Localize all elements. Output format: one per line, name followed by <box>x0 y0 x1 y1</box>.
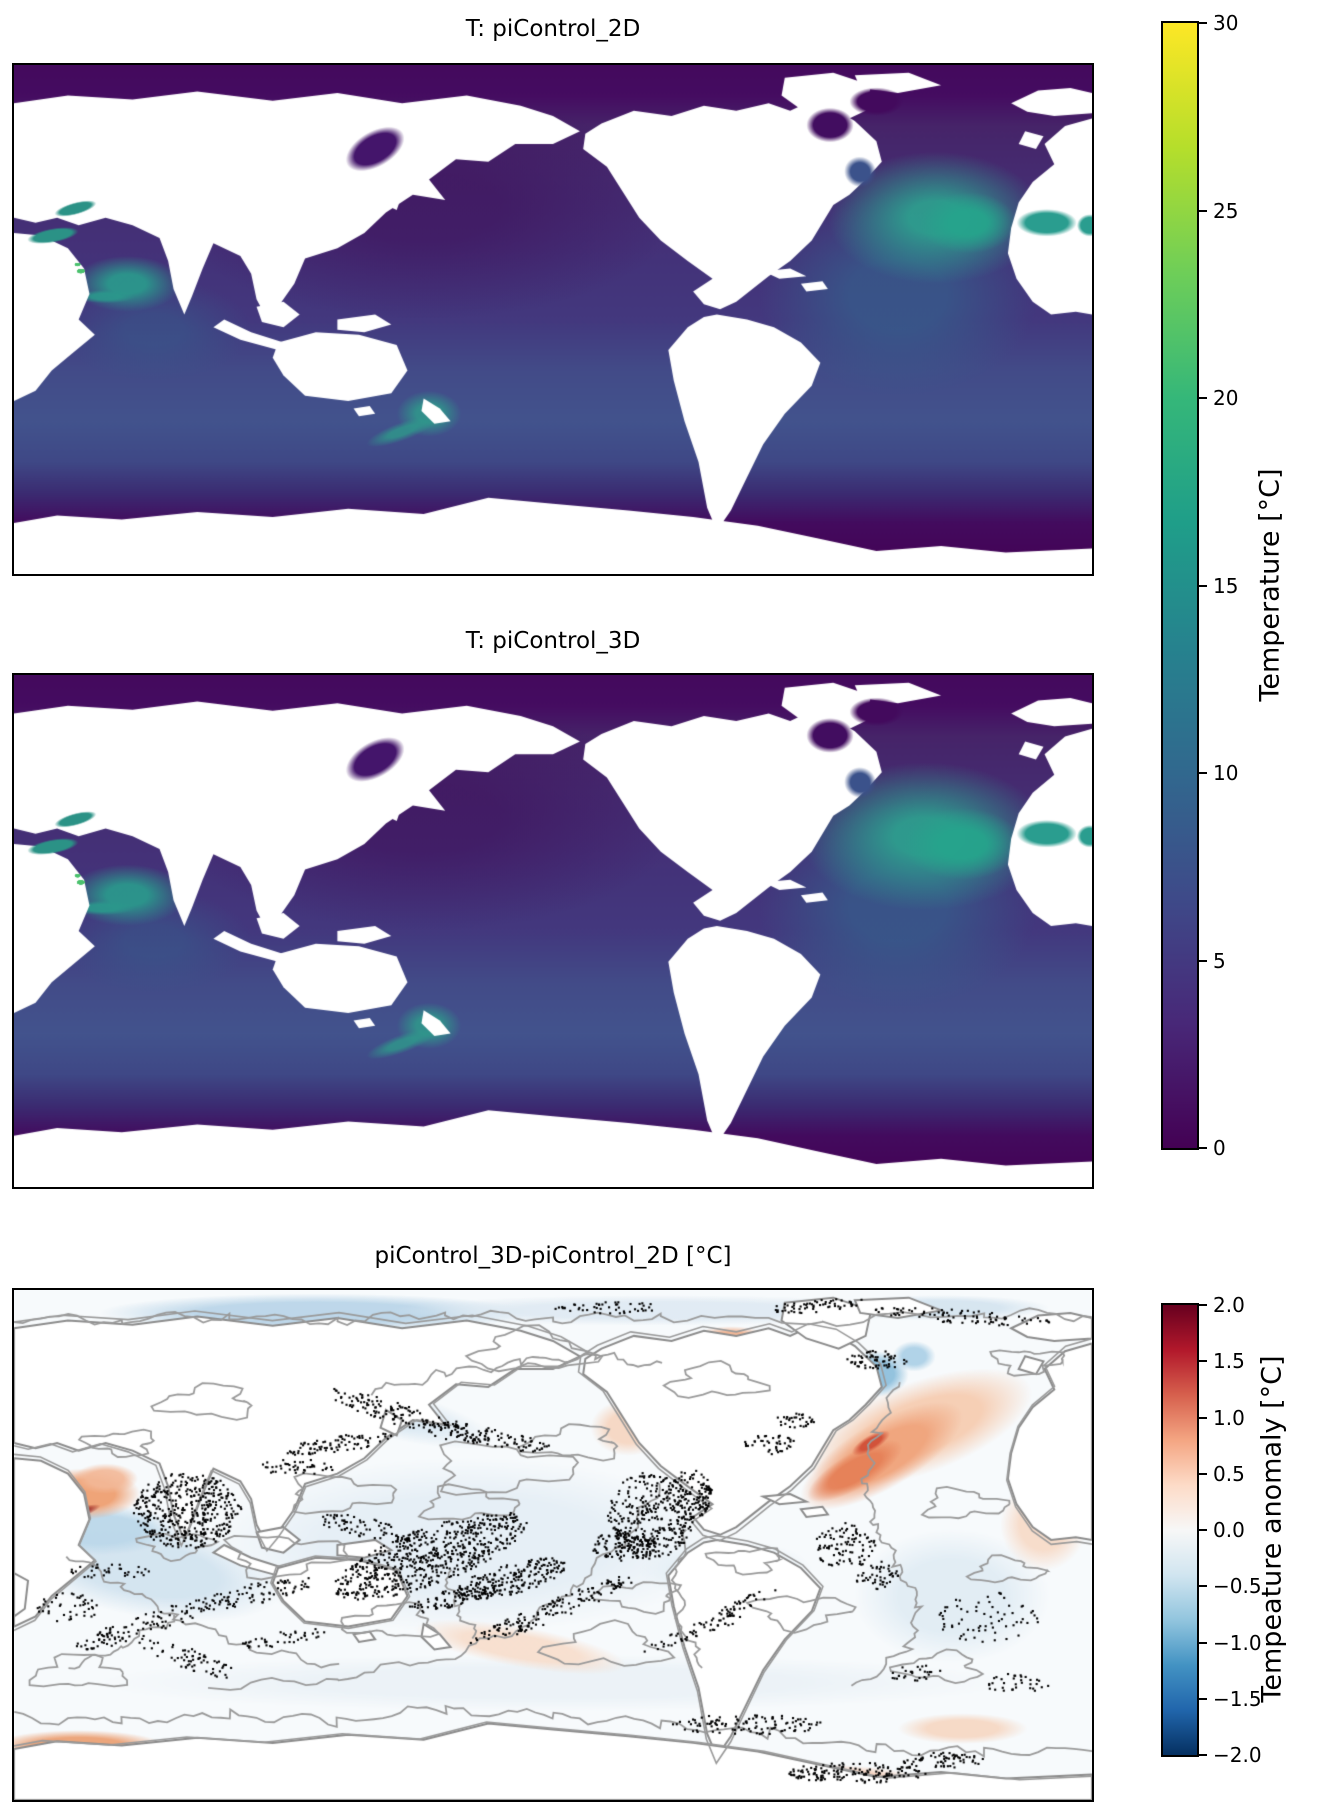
map-canvas-piControl-2D <box>14 65 1092 574</box>
colorbar-tick-label: 2.0 <box>1213 1293 1245 1317</box>
colorbar-tick-label: 0.5 <box>1213 1461 1245 1486</box>
colorbar-tick-label: 10 <box>1213 761 1239 785</box>
anomaly-colorbar <box>1161 1303 1199 1757</box>
colorbar-tick-label: 15 <box>1213 573 1239 598</box>
colorbar-tick-label: 25 <box>1213 198 1239 223</box>
map-canvas-anomaly <box>14 1290 1092 1800</box>
colorbar-tick-label: 1.5 <box>1213 1349 1245 1374</box>
map-panel-anomaly <box>12 1288 1094 1802</box>
panel-title-piControl-2D: T: piControl_2D <box>465 16 641 42</box>
colorbar-tick-label: 30 <box>1213 11 1239 35</box>
colorbar-tick-label: 5 <box>1213 948 1226 973</box>
colorbar-tick-label: 20 <box>1213 386 1239 410</box>
map-canvas-piControl-3D <box>14 675 1092 1187</box>
temperature-colorbar-label: Temperature [°C] <box>1254 468 1286 702</box>
colorbar-tick-label: −2.0 <box>1213 1743 1262 1767</box>
map-panel-piControl-2D <box>12 63 1094 576</box>
panel-title-piControl-3D: T: piControl_3D <box>465 628 641 654</box>
colorbar-tick-label: −0.5 <box>1213 1574 1262 1599</box>
temperature-colorbar <box>1161 21 1199 1150</box>
colorbar-tick-label: 0 <box>1213 1136 1226 1160</box>
colorbar-tick-label: 1.0 <box>1213 1405 1245 1430</box>
colorbar-tick-label: 0.0 <box>1213 1518 1245 1542</box>
panel-title-anomaly: piControl_3D-piControl_2D [°C] <box>374 1243 732 1269</box>
map-panel-piControl-3D <box>12 673 1094 1189</box>
colorbar-tick-label: −1.5 <box>1213 1686 1262 1711</box>
anomaly-colorbar-label: Tempeature anomaly [°C] <box>1256 1355 1288 1703</box>
colorbar-tick-label: −1.0 <box>1213 1630 1262 1655</box>
